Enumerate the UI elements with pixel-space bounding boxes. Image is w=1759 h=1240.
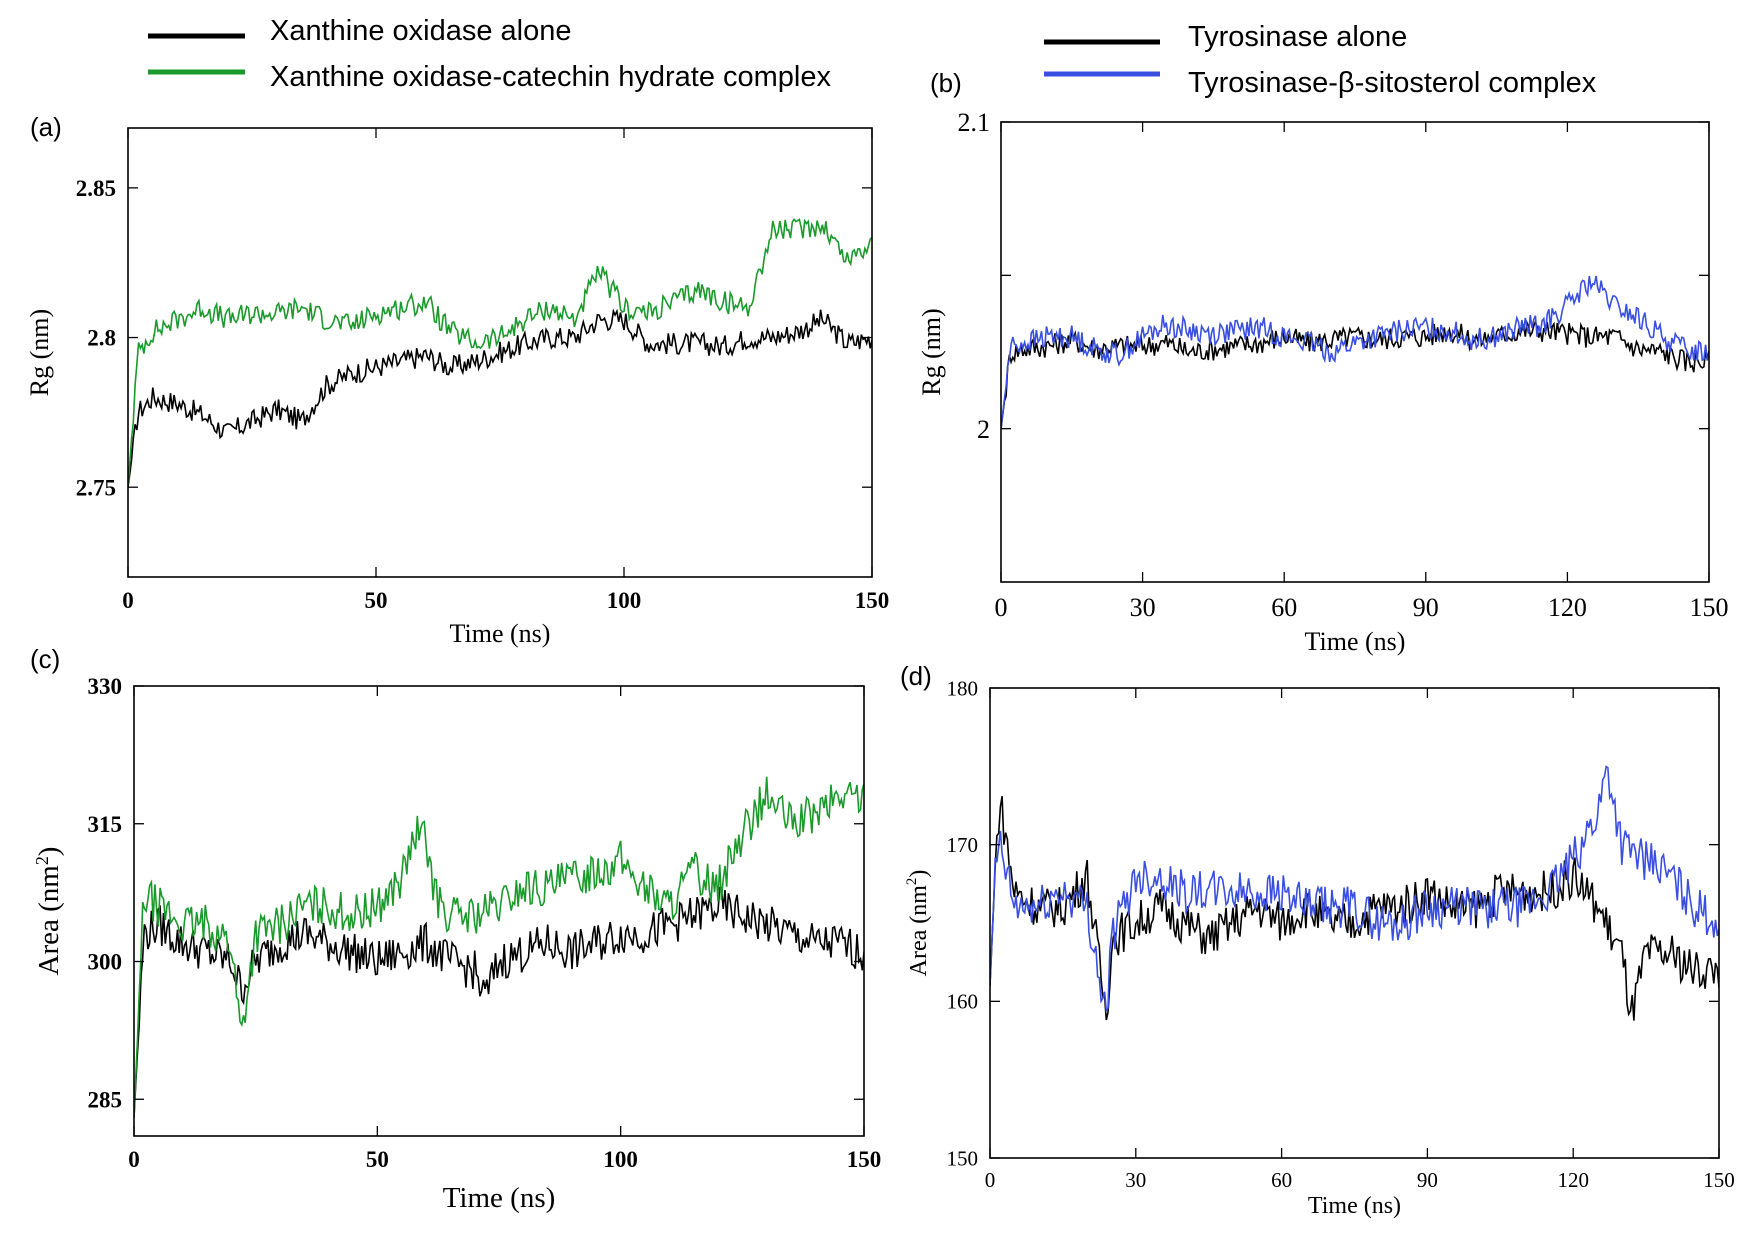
series-line-xanthine-oxidase-catechin-hydrate-complex bbox=[128, 217, 872, 488]
x-tick-label: 150 bbox=[1690, 593, 1729, 622]
x-tick-label: 0 bbox=[985, 1168, 996, 1192]
panel-d: (d) 0 30 60 90 120 150 150 160 170 180 Time (ns) Are… bbox=[900, 661, 1735, 1219]
y-tick-label: 150 bbox=[947, 1146, 979, 1170]
x-tick-label: 90 bbox=[1417, 1168, 1438, 1192]
x-tick-label: 30 bbox=[1130, 593, 1156, 622]
x-tick-label: 0 bbox=[995, 593, 1008, 622]
panel-label: (a) bbox=[30, 112, 62, 142]
y-tick-label: 2.75 bbox=[76, 475, 116, 500]
series-line-xanthine-oxidase-alone bbox=[128, 308, 872, 488]
y-tick-label: 180 bbox=[947, 676, 979, 700]
x-tick-label: 60 bbox=[1271, 1168, 1292, 1192]
legend-right-label-0: Tyrosinase alone bbox=[1188, 21, 1407, 53]
series-line-tyrosinase-alone bbox=[1001, 319, 1709, 429]
legend-right: Tyrosinase alone Tyrosinase-β-sitosterol… bbox=[1044, 21, 1597, 99]
legend-right-label-1: Tyrosinase-β-sitosterol complex bbox=[1188, 67, 1597, 99]
legend-left-label-1: Xanthine oxidase-catechin hydrate comple… bbox=[270, 61, 831, 93]
x-tick-label: 100 bbox=[607, 588, 642, 613]
y-axis-title: Rg (nm) bbox=[917, 308, 946, 395]
legend-left-label-0: Xanthine oxidase alone bbox=[270, 15, 572, 47]
panel-label: (d) bbox=[900, 661, 932, 691]
series-line-tyrosinase-alone bbox=[990, 795, 1719, 1021]
panel-a: (a) 0 50 100 150 2.75 2.8 2.85 Time (ns) Rg (nm) bbox=[25, 112, 889, 648]
panel-b: (b) 0 30 60 90 120 150 2 2.1 Time (ns) Rg (nm) bbox=[917, 68, 1729, 656]
x-tick-label: 90 bbox=[1413, 593, 1439, 622]
x-axis-title: Time (ns) bbox=[443, 1182, 556, 1214]
plot-frame bbox=[989, 687, 1720, 1159]
panel-label: (b) bbox=[930, 68, 962, 98]
y-tick-label: 2.1 bbox=[958, 108, 991, 137]
series-line-tyrosinase-sitosterol-complex bbox=[990, 765, 1719, 1013]
x-axis-title: Time (ns) bbox=[1305, 627, 1406, 656]
y-tick-label: 285 bbox=[88, 1087, 123, 1112]
y-tick-label: 2.8 bbox=[87, 326, 116, 351]
x-tick-label: 120 bbox=[1548, 593, 1587, 622]
x-tick-label: 30 bbox=[1125, 1168, 1146, 1192]
x-tick-label: 120 bbox=[1557, 1168, 1589, 1192]
panel-c: (c) 0 50 100 150 285 300 315 330 Time (ns) Area (n… bbox=[30, 644, 881, 1214]
x-tick-label: 0 bbox=[128, 1147, 140, 1172]
plot-frame bbox=[1000, 121, 1710, 583]
series-line-xanthine-oxidase-alone bbox=[134, 886, 864, 1118]
x-tick-label: 150 bbox=[1703, 1168, 1735, 1192]
legend-left: Xanthine oxidase alone Xanthine oxidase-… bbox=[148, 15, 831, 93]
x-axis-title: Time (ns) bbox=[1308, 1193, 1401, 1219]
y-tick-label: 300 bbox=[88, 950, 123, 975]
panel-label: (c) bbox=[30, 644, 60, 674]
plot-frame bbox=[133, 685, 865, 1137]
y-axis-title: Area (nm2) bbox=[904, 870, 932, 977]
y-tick-label: 315 bbox=[88, 812, 123, 837]
plot-frame bbox=[127, 127, 873, 578]
series-line-xanthine-oxidase-catechin-hydrate-complex bbox=[134, 776, 864, 1118]
y-tick-label: 2.85 bbox=[76, 176, 116, 201]
x-tick-label: 60 bbox=[1271, 593, 1297, 622]
x-tick-label: 150 bbox=[855, 588, 890, 613]
x-tick-label: 0 bbox=[122, 588, 134, 613]
x-axis-title: Time (ns) bbox=[450, 619, 551, 648]
y-axis-title: Area (nm2) bbox=[32, 847, 65, 976]
y-tick-label: 330 bbox=[88, 674, 123, 699]
y-tick-label: 170 bbox=[947, 833, 979, 857]
x-tick-label: 100 bbox=[603, 1147, 638, 1172]
x-tick-label: 150 bbox=[847, 1147, 882, 1172]
y-tick-label: 2 bbox=[977, 415, 990, 444]
y-tick-label: 160 bbox=[947, 990, 979, 1014]
series-line-tyrosinase-sitosterol-complex bbox=[1001, 275, 1709, 429]
y-axis-title: Rg (nm) bbox=[25, 309, 54, 396]
x-tick-label: 50 bbox=[365, 588, 388, 613]
x-tick-label: 50 bbox=[366, 1147, 389, 1172]
